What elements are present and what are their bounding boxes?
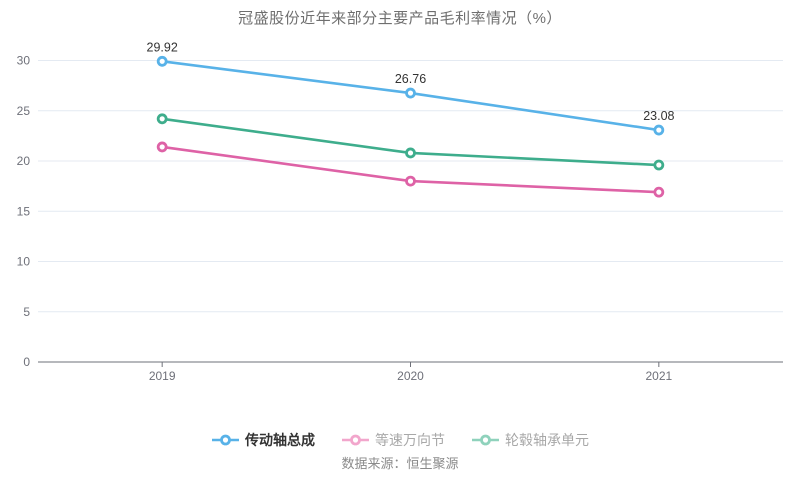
chart-title: 冠盛股份近年来部分主要产品毛利率情况（%） [238, 10, 562, 27]
data-point[interactable] [156, 113, 168, 125]
legend-item-label: 传动轴总成 [245, 432, 315, 448]
y-axis-label: 0 [23, 355, 30, 369]
data-point[interactable] [405, 175, 416, 187]
y-axis-label: 15 [17, 204, 31, 218]
data-point[interactable] [156, 55, 168, 67]
data-point[interactable] [405, 87, 416, 99]
y-axis-label: 30 [17, 54, 31, 68]
y-axis-label: 25 [17, 104, 31, 118]
legend-item-label: 等速万向节 [375, 432, 445, 448]
legend: 传动轴总成 等速万向节 轮毂轴承单元 [0, 430, 800, 450]
data-point[interactable] [156, 141, 168, 153]
y-axis-label: 20 [17, 154, 31, 168]
data-source: 数据来源：恒生聚源 [341, 456, 459, 471]
value-label: 26.76 [395, 72, 426, 86]
x-axis-label: 2019 [149, 369, 176, 383]
legend-marker-icon [212, 434, 239, 446]
legend-item[interactable]: 轮毂轴承单元 [471, 430, 589, 450]
value-label: 29.92 [147, 40, 178, 54]
data-point[interactable] [653, 186, 665, 198]
legend-item[interactable]: 等速万向节 [341, 430, 445, 450]
data-point[interactable] [405, 147, 416, 159]
legend-marker-icon [342, 434, 369, 446]
legend-item-label: 轮毂轴承单元 [505, 432, 589, 448]
value-label: 23.08 [643, 109, 674, 123]
legend-item[interactable]: 传动轴总成 [211, 430, 315, 450]
data-point[interactable] [653, 159, 665, 171]
legend-marker-icon [472, 434, 499, 446]
data-point[interactable] [653, 124, 665, 136]
y-axis-label: 10 [17, 255, 31, 269]
chart-canvas: 0 5 10 15 20 25 30 2019 2020 2021 29.92 26.76 23.08 [17, 40, 783, 383]
y-axis-label: 5 [23, 305, 30, 319]
x-axis-label: 2021 [645, 369, 672, 383]
x-axis-label: 2020 [397, 369, 424, 383]
